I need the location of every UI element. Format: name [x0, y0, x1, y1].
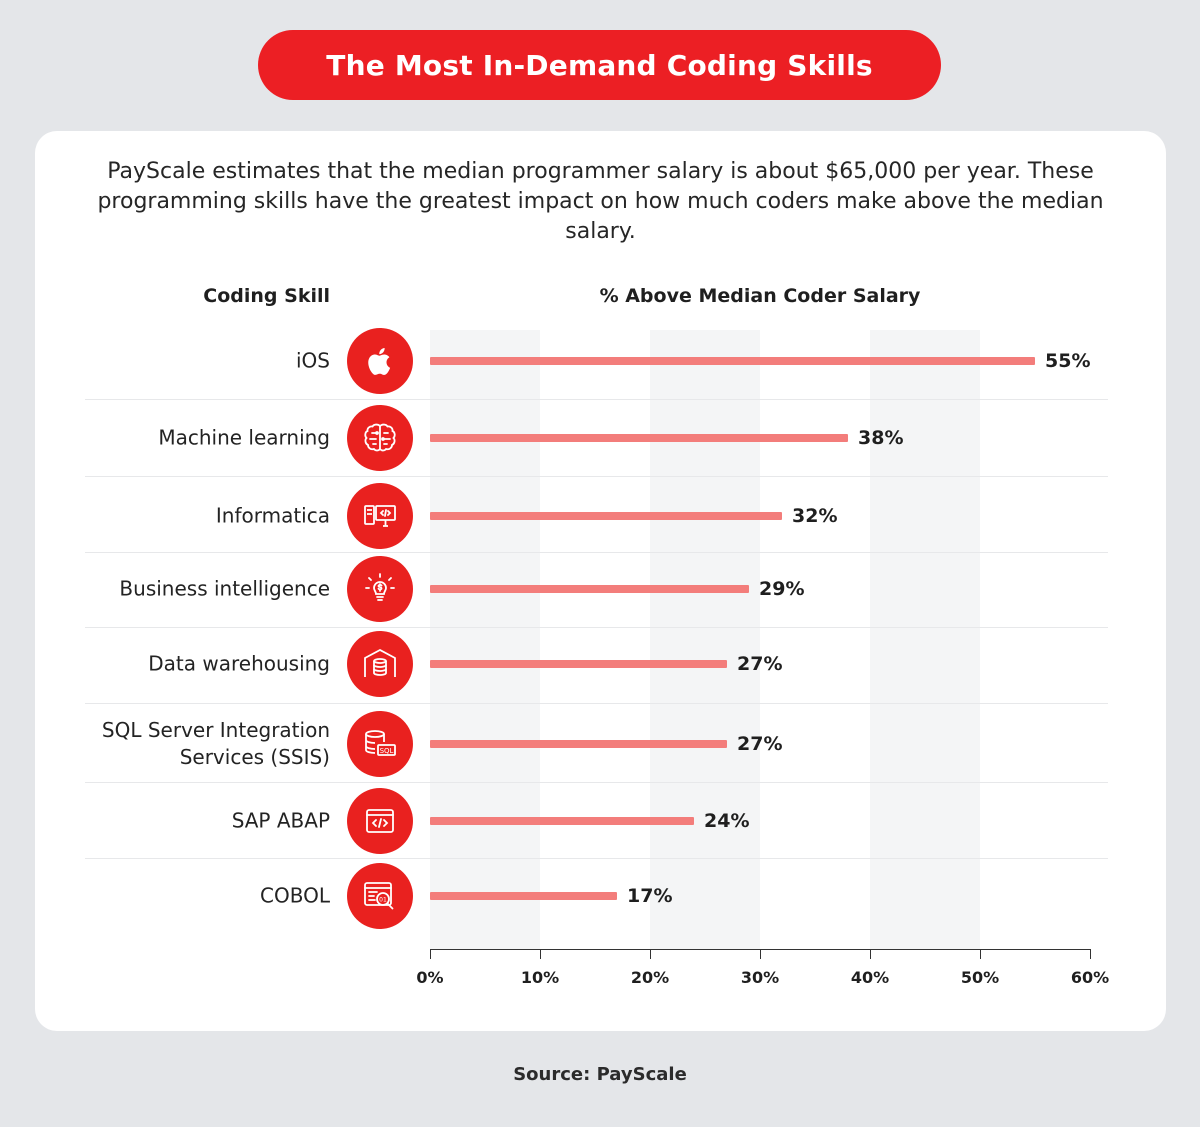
skill-label: iOS [296, 348, 330, 373]
x-tick [870, 949, 871, 959]
bar-value-label: 38% [858, 427, 904, 449]
chart-title: The Most In-Demand Coding Skills [258, 30, 941, 100]
x-tick-label: 50% [960, 968, 1000, 987]
row-divider [85, 552, 1108, 553]
lightbulb-dollar-icon [347, 556, 413, 622]
bar [430, 660, 727, 668]
computer-code-icon [347, 483, 413, 549]
bar [430, 512, 782, 520]
bar-value-label: 27% [737, 733, 783, 755]
intro-text: PayScale estimates that the median progr… [97, 159, 1104, 244]
chart-card: PayScale estimates that the median progr… [35, 131, 1166, 1031]
bar-value-label: 29% [759, 578, 805, 600]
grid-band [870, 330, 980, 950]
x-tick [540, 949, 541, 959]
row-divider [85, 476, 1108, 477]
code-window-icon [347, 788, 413, 854]
sql-database-icon: SQL [347, 711, 413, 777]
bar-value-label: 55% [1045, 350, 1091, 372]
x-tick-label: 10% [520, 968, 560, 987]
bar [430, 434, 848, 442]
bar [430, 357, 1035, 365]
bar [430, 892, 617, 900]
bar [430, 740, 727, 748]
bar-value-label: 24% [704, 810, 750, 832]
row-divider [85, 782, 1108, 783]
bar [430, 817, 694, 825]
x-tick-label: 30% [740, 968, 780, 987]
source-note: Source: PayScale [513, 1064, 687, 1085]
binary-search-icon: 01 [347, 863, 413, 929]
x-tick [760, 949, 761, 959]
value-column-header: % Above Median Coder Salary [599, 285, 921, 307]
svg-text:01: 01 [379, 897, 387, 904]
bar-value-label: 32% [792, 505, 838, 527]
row-divider [85, 858, 1108, 859]
x-tick-label: 40% [850, 968, 890, 987]
x-tick-label: 60% [1070, 968, 1110, 987]
skill-label: SQL Server Integration Services (SSIS) [101, 718, 330, 769]
grid-band [430, 330, 540, 950]
skill-label: Machine learning [158, 425, 330, 450]
x-tick-label: 20% [630, 968, 670, 987]
x-tick [980, 949, 981, 959]
skill-label: Business intelligence [119, 576, 330, 601]
x-tick [650, 949, 651, 959]
grid-band [650, 330, 760, 950]
x-tick [430, 949, 431, 959]
bar-value-label: 17% [627, 885, 673, 907]
bar-value-label: 27% [737, 653, 783, 675]
row-divider [85, 703, 1108, 704]
row-divider [85, 399, 1108, 400]
skill-label: Informatica [215, 503, 330, 528]
svg-text:SQL: SQL [380, 747, 394, 755]
skill-label: COBOL [260, 883, 330, 908]
x-tick-label: 0% [416, 968, 444, 987]
skill-column-header: Coding Skill [203, 285, 330, 307]
apple-icon [347, 328, 413, 394]
warehouse-database-icon [347, 631, 413, 697]
skill-label: Data warehousing [148, 651, 330, 676]
x-tick [1090, 949, 1091, 959]
bar [430, 585, 749, 593]
brain-icon [347, 405, 413, 471]
row-divider [85, 627, 1108, 628]
skill-label: SAP ABAP [231, 808, 330, 833]
